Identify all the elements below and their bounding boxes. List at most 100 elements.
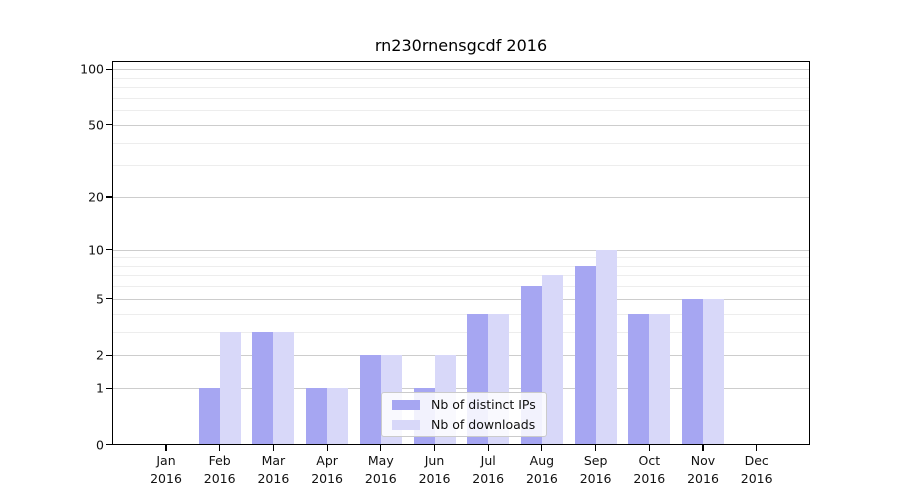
x-tick-month: Dec (744, 453, 769, 468)
minor-gridline (113, 331, 809, 333)
major-gridline (113, 196, 809, 198)
y-tick-mark (106, 387, 112, 389)
x-tick-mark (756, 444, 758, 451)
plot-area (112, 61, 810, 445)
x-tick-mark (487, 444, 489, 451)
x-tick-month: Jan (156, 453, 176, 468)
x-tick-mark (326, 444, 328, 451)
legend-swatch-distinct-ips (392, 399, 420, 410)
minor-gridline (113, 110, 809, 112)
major-gridline (113, 124, 809, 126)
minor-gridline (113, 265, 809, 267)
legend-entry-downloads: Nb of downloads (382, 417, 546, 432)
x-tick-month: Mar (261, 453, 286, 468)
y-tick-mark (106, 443, 112, 446)
major-gridline (113, 69, 809, 71)
major-gridline (113, 298, 809, 300)
x-tick-year: 2016 (633, 471, 666, 487)
x-tick-mark (702, 444, 704, 451)
minor-gridline (113, 257, 809, 259)
bar-distinct-ips-oct (628, 313, 650, 445)
minor-gridline (113, 286, 809, 288)
bar-distinct-ips-mar (252, 331, 274, 445)
y-tick-mark (106, 248, 112, 251)
x-tick-year: 2016 (740, 471, 773, 487)
x-tick-mark (272, 444, 274, 451)
bar-distinct-ips-may (359, 355, 381, 445)
y-tick-mark (106, 354, 112, 356)
x-tick-year: 2016 (579, 471, 612, 487)
legend-swatch-downloads (392, 419, 420, 430)
y-tick-label: 0 (96, 437, 104, 452)
y-tick-mark (106, 298, 112, 300)
x-tick-label: May 2016 (365, 452, 397, 488)
x-tick-month: Nov (690, 453, 716, 468)
x-tick-label: Oct 2016 (633, 452, 665, 488)
x-tick-month: Sep (583, 453, 608, 468)
y-tick-mark (106, 196, 112, 198)
y-tick-mark (106, 68, 112, 70)
x-tick-year: 2016 (687, 471, 719, 487)
y-tick-label: 2 (96, 347, 104, 363)
bar-downloads-apr (327, 388, 349, 445)
legend: Nb of distinct IPs Nb of downloads (381, 392, 547, 437)
y-tick-mark (106, 124, 112, 126)
major-gridline (113, 388, 809, 390)
y-tick-label: 10 (88, 242, 104, 258)
bar-distinct-ips-sep (574, 265, 596, 445)
legend-label-downloads: Nb of downloads (431, 417, 536, 432)
x-tick-label: Feb 2016 (204, 452, 236, 488)
legend-entry-distinct-ips: Nb of distinct IPs (382, 397, 546, 412)
x-tick-year: 2016 (364, 471, 397, 487)
x-tick-month: Jul (480, 453, 496, 468)
x-tick-year: 2016 (418, 471, 451, 487)
y-tick-label: 20 (88, 189, 104, 205)
x-tick-mark (165, 444, 167, 451)
x-tick-label: Mar 2016 (257, 452, 289, 488)
y-tick-label: 100 (80, 61, 104, 77)
x-tick-mark (219, 444, 221, 451)
x-tick-month: May (367, 453, 394, 468)
x-tick-label: Apr 2016 (311, 452, 343, 488)
x-tick-label: Aug 2016 (526, 452, 558, 488)
x-tick-year: 2016 (150, 471, 182, 487)
x-tick-year: 2016 (257, 471, 290, 487)
minor-gridline (113, 142, 809, 144)
x-tick-label: Jan 2016 (150, 452, 182, 488)
y-tick-label: 1 (96, 380, 104, 396)
major-gridline (113, 355, 809, 357)
y-tick-label: 50 (88, 117, 104, 133)
bar-distinct-ips-feb (198, 388, 220, 445)
x-tick-year: 2016 (203, 471, 236, 487)
x-tick-mark (595, 444, 597, 451)
x-tick-month: Aug (529, 453, 555, 468)
minor-gridline (113, 97, 809, 99)
bar-downloads-mar (273, 331, 295, 445)
x-tick-mark (648, 444, 650, 451)
major-gridline (113, 249, 809, 251)
x-tick-label: Dec 2016 (741, 452, 773, 488)
bar-distinct-ips-apr (306, 388, 328, 445)
minor-gridline (113, 77, 809, 79)
bar-downloads-oct (649, 313, 671, 445)
x-tick-year: 2016 (311, 471, 343, 487)
x-tick-month: Feb (208, 453, 231, 468)
bar-downloads-aug (541, 275, 563, 445)
minor-gridline (113, 87, 809, 89)
x-tick-month: Apr (316, 453, 338, 468)
x-tick-mark (541, 444, 543, 451)
x-tick-month: Jun (424, 453, 445, 468)
x-tick-year: 2016 (525, 471, 558, 487)
minor-gridline (113, 275, 809, 277)
minor-gridline (113, 165, 809, 167)
y-tick-label: 5 (96, 291, 104, 307)
x-tick-label: Jul 2016 (472, 452, 504, 488)
bar-downloads-nov (703, 298, 724, 445)
x-tick-month: Oct (638, 453, 661, 468)
x-tick-mark (380, 444, 382, 451)
chart-title: rn230rnensgcdf 2016 (374, 36, 548, 55)
x-tick-label: Nov 2016 (687, 452, 719, 488)
x-tick-label: Sep 2016 (580, 452, 612, 488)
x-tick-label: Jun 2016 (419, 452, 451, 488)
